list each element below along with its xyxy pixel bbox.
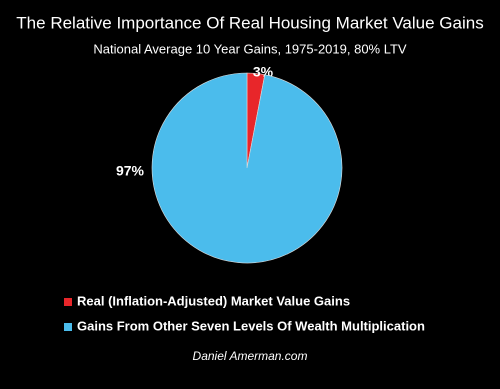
legend-label: Real (Inflation-Adjusted) Market Value G…	[77, 293, 350, 308]
legend-swatch	[64, 298, 72, 306]
legend-swatch	[64, 323, 72, 331]
footer: Daniel Amerman.com	[193, 349, 308, 363]
chart-title: The Relative Importance Of Real Housing …	[16, 13, 483, 32]
legend-label: Gains From Other Seven Levels Of Wealth …	[77, 318, 425, 333]
pie-slice	[151, 72, 343, 264]
data-label: 97%	[116, 163, 145, 179]
chart-subtitle: National Average 10 Year Gains, 1975-201…	[93, 41, 407, 56]
